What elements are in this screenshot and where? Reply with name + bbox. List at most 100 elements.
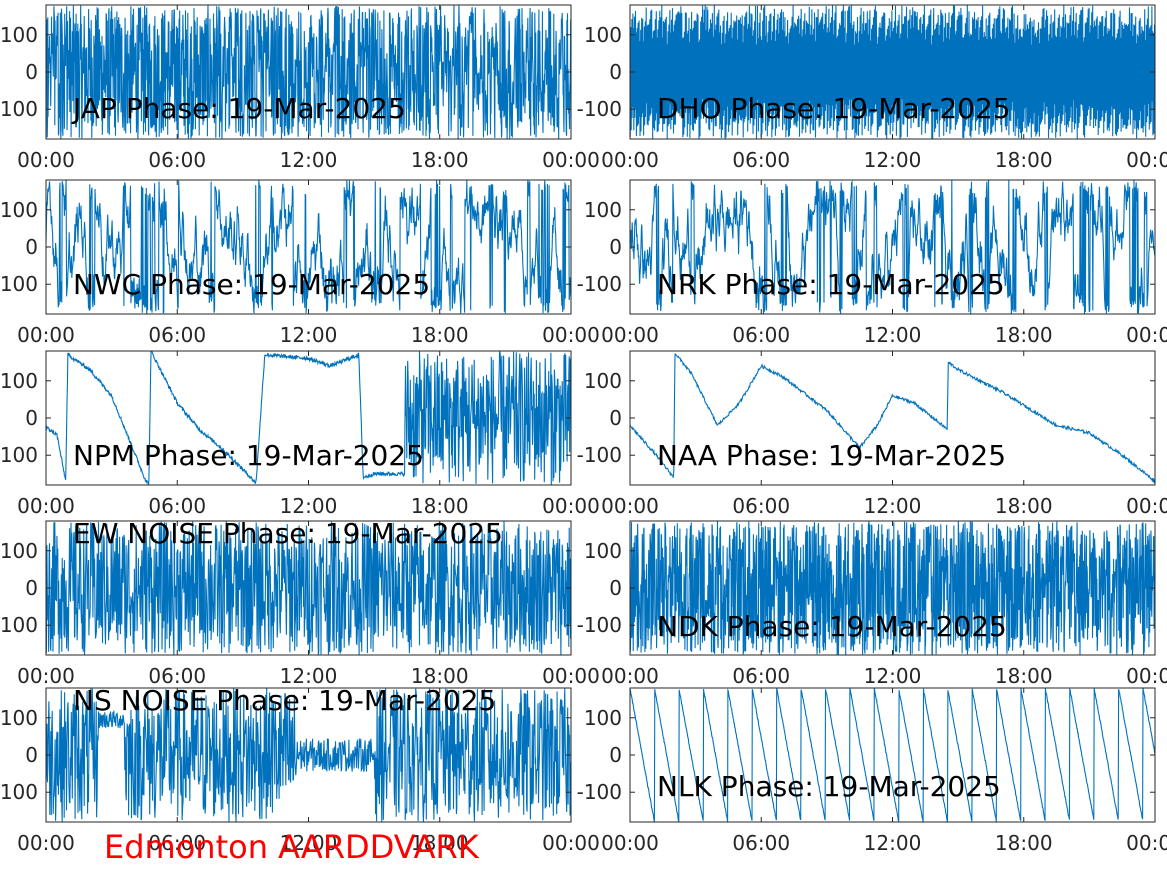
x-tick-label: 12:00 <box>280 323 338 347</box>
x-tick-label: 00:00 <box>17 148 75 172</box>
phase-series-line <box>630 353 1155 484</box>
panel-title: NAA Phase: 19-Mar-2025 <box>657 439 1006 472</box>
x-tick-label: 12:00 <box>280 664 338 688</box>
x-tick-label: 00:00 <box>542 323 600 347</box>
x-tick-label: 06:00 <box>148 664 206 688</box>
y-tick-label: 100 <box>0 23 38 47</box>
phase-series-line <box>46 351 571 485</box>
y-tick-label: 0 <box>25 235 38 259</box>
phase-series-line <box>46 688 571 822</box>
x-tick-label: 06:00 <box>148 323 206 347</box>
phase-series-line <box>46 5 571 139</box>
y-tick-label: 100 <box>584 23 622 47</box>
x-tick-label: 12:00 <box>864 831 922 855</box>
x-tick-label: 00:00 <box>542 494 600 518</box>
x-tick-label: 00:00 <box>601 323 659 347</box>
y-tick-label: -100 <box>0 97 38 121</box>
phase-panel: 100 0 -100 00:00 06:00 12:00 18:00 00:00 NPM Pha… <box>0 350 600 518</box>
y-tick-label: 0 <box>25 60 38 84</box>
station-label: Edmonton AARDDVARK <box>104 828 479 866</box>
x-tick-label: 00:00 <box>542 148 600 172</box>
x-tick-label: 12:00 <box>280 494 338 518</box>
x-tick-label: 18:00 <box>411 494 469 518</box>
y-tick-label: 100 <box>0 706 38 730</box>
phase-panel: 100 0 -100 00:00 06:00 12:00 18:00 00:00 NRK Pha… <box>577 179 1167 347</box>
x-tick-label: 18:00 <box>995 494 1053 518</box>
x-tick-label: 06:00 <box>148 148 206 172</box>
phase-panel: 100 0 -100 00:00 06:00 12:00 18:00 00:00 EW NOIS… <box>0 517 600 688</box>
x-tick-label: 00:00 <box>542 831 600 855</box>
x-tick-label: 12:00 <box>864 494 922 518</box>
x-tick-label: 18:00 <box>995 831 1053 855</box>
panel-title: NWC Phase: 19-Mar-2025 <box>73 268 430 301</box>
phase-panel: 100 0 -100 00:00 06:00 12:00 18:00 00:00 NS NOIS… <box>0 684 600 855</box>
x-tick-label: 12:00 <box>864 148 922 172</box>
x-tick-label: 06:00 <box>732 148 790 172</box>
x-tick-label: 06:00 <box>148 494 206 518</box>
x-tick-label: 00:00 <box>601 494 659 518</box>
y-tick-label: -100 <box>0 780 38 804</box>
phase-series-line <box>630 688 1155 822</box>
x-tick-label: 12:00 <box>280 148 338 172</box>
y-tick-label: -100 <box>0 443 38 467</box>
y-tick-label: 100 <box>0 198 38 222</box>
x-tick-label: 06:00 <box>732 323 790 347</box>
x-tick-label: 06:00 <box>732 494 790 518</box>
y-tick-label: 100 <box>0 369 38 393</box>
x-tick-label: 18:00 <box>411 831 469 855</box>
x-tick-label: 00:00 <box>17 494 75 518</box>
panel-title: NDK Phase: 19-Mar-2025 <box>657 610 1007 643</box>
x-tick-label: 00:00 <box>601 664 659 688</box>
y-tick-label: 0 <box>25 743 38 767</box>
y-tick-label: -100 <box>0 613 38 637</box>
y-tick-label: 0 <box>609 406 622 430</box>
x-tick-label: 06:00 <box>732 831 790 855</box>
y-tick-label: 0 <box>609 576 622 600</box>
x-tick-label: 18:00 <box>995 148 1053 172</box>
x-tick-label: 00:00 <box>17 664 75 688</box>
panel-title: NS NOISE Phase: 19-Mar-2025 <box>73 684 496 717</box>
y-tick-label: -100 <box>0 272 38 296</box>
phase-series-line <box>630 5 1155 139</box>
panel-title: JAP Phase: 19-Mar-2025 <box>71 92 406 125</box>
x-tick-label: 18:00 <box>995 323 1053 347</box>
x-tick-label: 00:00 <box>601 831 659 855</box>
x-tick-label: 00:00 <box>1126 831 1167 855</box>
x-tick-label: 12:00 <box>864 323 922 347</box>
x-tick-label: 00:00 <box>1126 494 1167 518</box>
x-tick-label: 00:00 <box>601 148 659 172</box>
y-tick-label: 0 <box>609 235 622 259</box>
phase-panel: 100 0 -100 00:00 06:00 12:00 18:00 00:00 NWC Pha… <box>0 179 600 347</box>
x-tick-label: 18:00 <box>995 664 1053 688</box>
panel-title: NPM Phase: 19-Mar-2025 <box>73 439 424 472</box>
y-tick-label: -100 <box>577 97 622 121</box>
y-tick-label: 0 <box>609 743 622 767</box>
y-tick-label: 100 <box>584 369 622 393</box>
y-tick-label: -100 <box>577 443 622 467</box>
y-tick-label: 0 <box>25 576 38 600</box>
x-tick-label: 00:00 <box>17 323 75 347</box>
x-tick-label: 00:00 <box>1126 148 1167 172</box>
panel-title: NLK Phase: 19-Mar-2025 <box>657 770 1001 803</box>
x-tick-label: 06:00 <box>148 831 206 855</box>
x-tick-label: 18:00 <box>411 664 469 688</box>
phase-panel: 100 0 -100 00:00 06:00 12:00 18:00 00:00 NAA Pha… <box>577 350 1167 518</box>
y-tick-label: 100 <box>584 706 622 730</box>
phase-panel: 100 0 -100 00:00 06:00 12:00 18:00 00:00 NDK Pha… <box>577 520 1167 688</box>
phase-series-line <box>630 521 1155 655</box>
panel-title: EW NOISE Phase: 19-Mar-2025 <box>73 517 503 550</box>
phase-series-line <box>630 180 1155 314</box>
phase-series-line <box>46 521 571 655</box>
y-tick-label: 100 <box>584 198 622 222</box>
phase-panel: 100 0 -100 00:00 06:00 12:00 18:00 00:00 JAP Pha… <box>0 4 600 172</box>
phase-series-line <box>46 180 571 314</box>
panel-title: NRK Phase: 19-Mar-2025 <box>657 268 1005 301</box>
y-tick-label: -100 <box>577 272 622 296</box>
phase-panel: 100 0 -100 00:00 06:00 12:00 18:00 00:00 DHO Pha… <box>577 4 1167 172</box>
y-tick-label: -100 <box>577 613 622 637</box>
x-tick-label: 18:00 <box>411 148 469 172</box>
x-tick-label: 12:00 <box>280 831 338 855</box>
y-tick-label: 100 <box>0 539 38 563</box>
y-tick-label: 0 <box>609 60 622 84</box>
x-tick-label: 18:00 <box>411 323 469 347</box>
